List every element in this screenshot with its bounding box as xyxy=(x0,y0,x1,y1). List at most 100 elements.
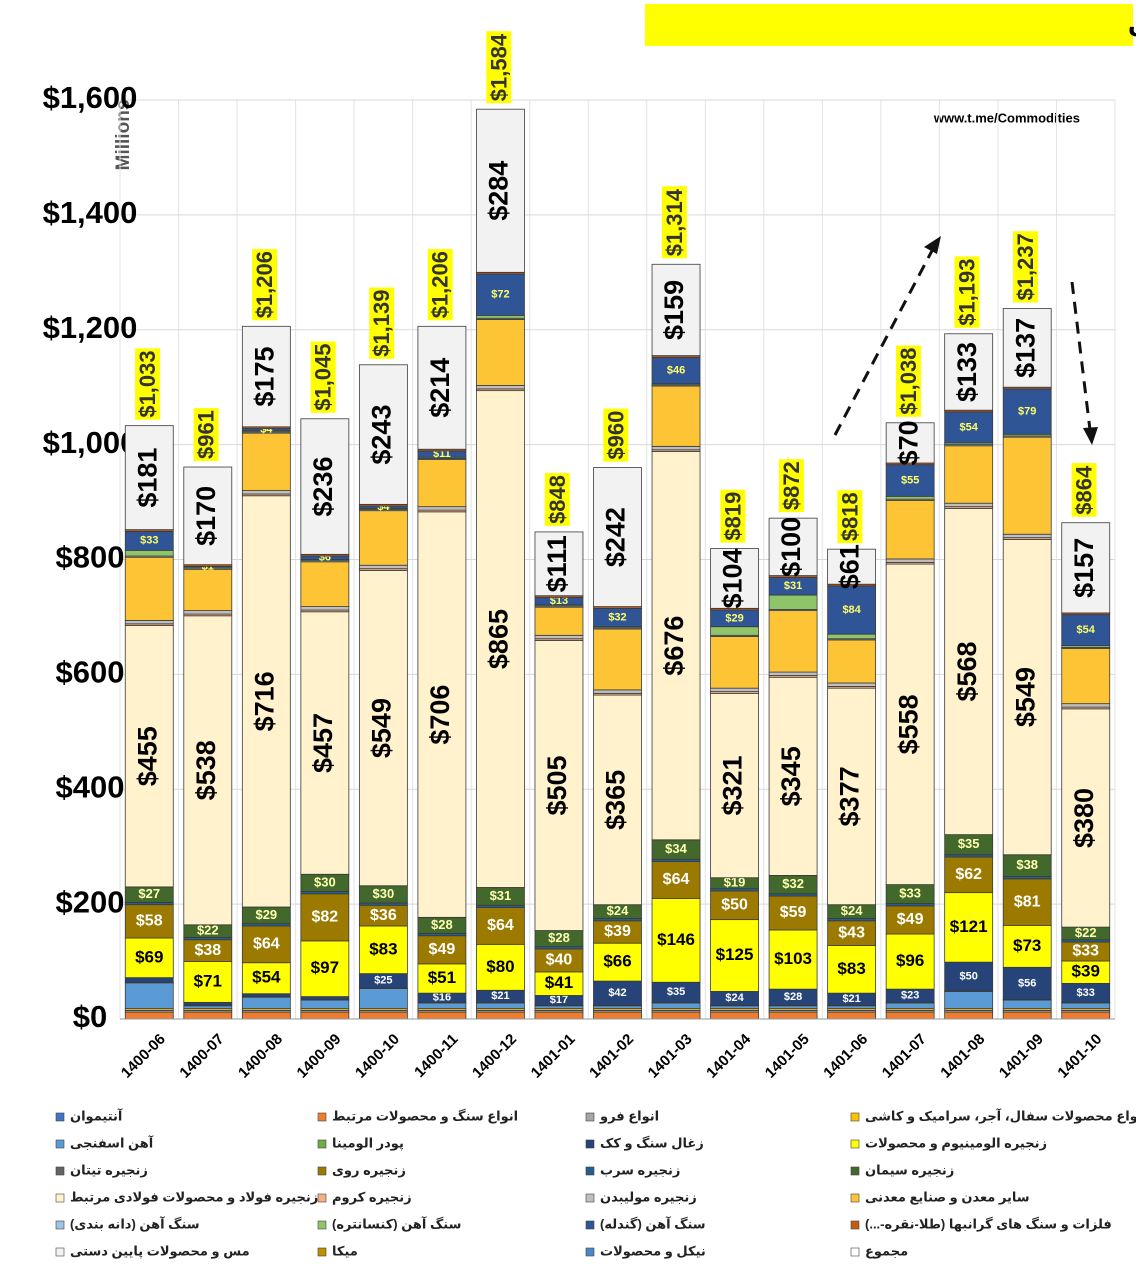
bar-segment xyxy=(124,1011,174,1020)
bar-segment xyxy=(1061,1002,1111,1010)
total-label-background xyxy=(369,287,395,359)
bar-segment xyxy=(300,1011,350,1020)
bar-segment xyxy=(651,385,701,447)
total-label-text: $1,206 xyxy=(428,251,453,318)
total-label-background xyxy=(427,249,453,321)
total-label-background xyxy=(661,186,687,259)
segment-label: $121 xyxy=(950,917,988,936)
segment-label: $54 xyxy=(959,421,978,433)
bar-segment xyxy=(768,517,818,576)
bar-segment xyxy=(768,895,818,931)
bar-segment xyxy=(241,962,291,995)
bar-segment xyxy=(768,1005,818,1010)
legend-label: زنجیره روی xyxy=(332,1162,406,1177)
bar-segment xyxy=(593,942,642,982)
bar-segment xyxy=(651,1011,701,1020)
total-label: $1,139 xyxy=(369,287,395,359)
total-label-background xyxy=(895,345,921,417)
segment-label: $28 xyxy=(431,917,453,932)
segment-label: $59 xyxy=(780,904,807,921)
trend-arrow-head xyxy=(924,236,941,254)
total-label-text: $818 xyxy=(837,492,862,541)
bar-segment xyxy=(183,610,233,615)
bar-segment xyxy=(944,411,994,444)
segment-label: $865 xyxy=(484,609,514,669)
bar-segment xyxy=(827,548,877,585)
segment-label: $133 xyxy=(952,342,982,402)
bar-segment xyxy=(827,920,877,946)
bar-segment xyxy=(417,459,467,508)
bar-segment xyxy=(183,568,233,612)
segment-label: $214 xyxy=(425,358,455,418)
bar-segment xyxy=(710,1005,759,1010)
bar-segment xyxy=(593,689,642,694)
x-tick-label: 1401-02 xyxy=(586,1031,637,1082)
bar-segment xyxy=(944,961,994,992)
segment-label: $29 xyxy=(725,612,743,624)
segment-label: $157 xyxy=(1069,538,1099,598)
segment-label: $72 xyxy=(491,289,509,301)
segment-label: $33 xyxy=(1077,987,1095,999)
legend-marker xyxy=(55,1139,65,1149)
bar-segment xyxy=(476,108,525,273)
segment-label: $41 xyxy=(545,973,573,992)
segment-label: $22 xyxy=(197,923,219,938)
total-label: $819 xyxy=(720,489,746,543)
legend-marker xyxy=(317,1247,327,1257)
segment-label: $34 xyxy=(665,841,687,856)
bar-segment xyxy=(241,495,291,908)
bar-segment xyxy=(358,570,408,887)
total-label-background xyxy=(778,459,804,513)
segment-label: $137 xyxy=(1010,318,1040,378)
segment-label: $35 xyxy=(667,986,685,998)
bar-segment xyxy=(768,676,818,876)
bar-segment xyxy=(476,314,525,319)
segment-label: $175 xyxy=(249,347,279,407)
legend-label: میکا xyxy=(332,1243,358,1258)
segment-label: $24 xyxy=(607,903,629,918)
total-label-background xyxy=(837,490,863,544)
bar-segment xyxy=(651,356,701,385)
legend-marker xyxy=(850,1112,860,1122)
bar-segment xyxy=(300,999,350,1010)
bar-segment xyxy=(768,929,818,990)
segment-label: $50 xyxy=(959,970,977,982)
bar-segment xyxy=(885,558,935,563)
segment-label: $64 xyxy=(487,917,514,934)
bar-segment xyxy=(417,325,467,450)
total-label: $1,038 xyxy=(895,345,921,417)
legend-label: سنگ آهن (گندله) xyxy=(600,1215,706,1231)
legend-marker xyxy=(585,1220,595,1230)
bar-segment xyxy=(885,499,935,560)
segment-label: $32 xyxy=(782,876,804,891)
bar-segment xyxy=(534,634,584,640)
bar-segment xyxy=(593,1011,642,1020)
bar-segment xyxy=(124,977,174,983)
bar-segment xyxy=(417,1002,467,1010)
x-tick-label: 1401-09 xyxy=(996,1031,1047,1082)
total-label-background xyxy=(544,472,570,526)
y-tick-label: $400 xyxy=(56,769,125,804)
segment-label: $181 xyxy=(132,448,162,508)
segment-label: $159 xyxy=(659,280,689,340)
segment-label: $30 xyxy=(373,886,395,901)
bar-segment xyxy=(885,933,935,990)
bar-segment xyxy=(124,619,174,625)
source-note: www.t.me/Commodities xyxy=(933,110,1080,125)
total-label-text: $819 xyxy=(720,492,745,541)
legend-marker xyxy=(850,1247,860,1257)
segment-label: $676 xyxy=(659,616,689,676)
total-label-text: $848 xyxy=(545,475,570,524)
total-label-text: $1,038 xyxy=(896,348,921,415)
bar-segment xyxy=(710,692,759,879)
trend-arrow xyxy=(1070,281,1092,431)
bar-segment xyxy=(944,333,994,411)
segment-label: $39 xyxy=(1072,962,1100,981)
legend-marker xyxy=(850,1220,860,1230)
total-label: $1,584 xyxy=(486,31,512,104)
segment-label: $54 xyxy=(252,968,281,987)
bar-segment xyxy=(300,893,350,942)
segment-label: $43 xyxy=(838,924,865,941)
bar-segment xyxy=(1002,966,1052,1000)
